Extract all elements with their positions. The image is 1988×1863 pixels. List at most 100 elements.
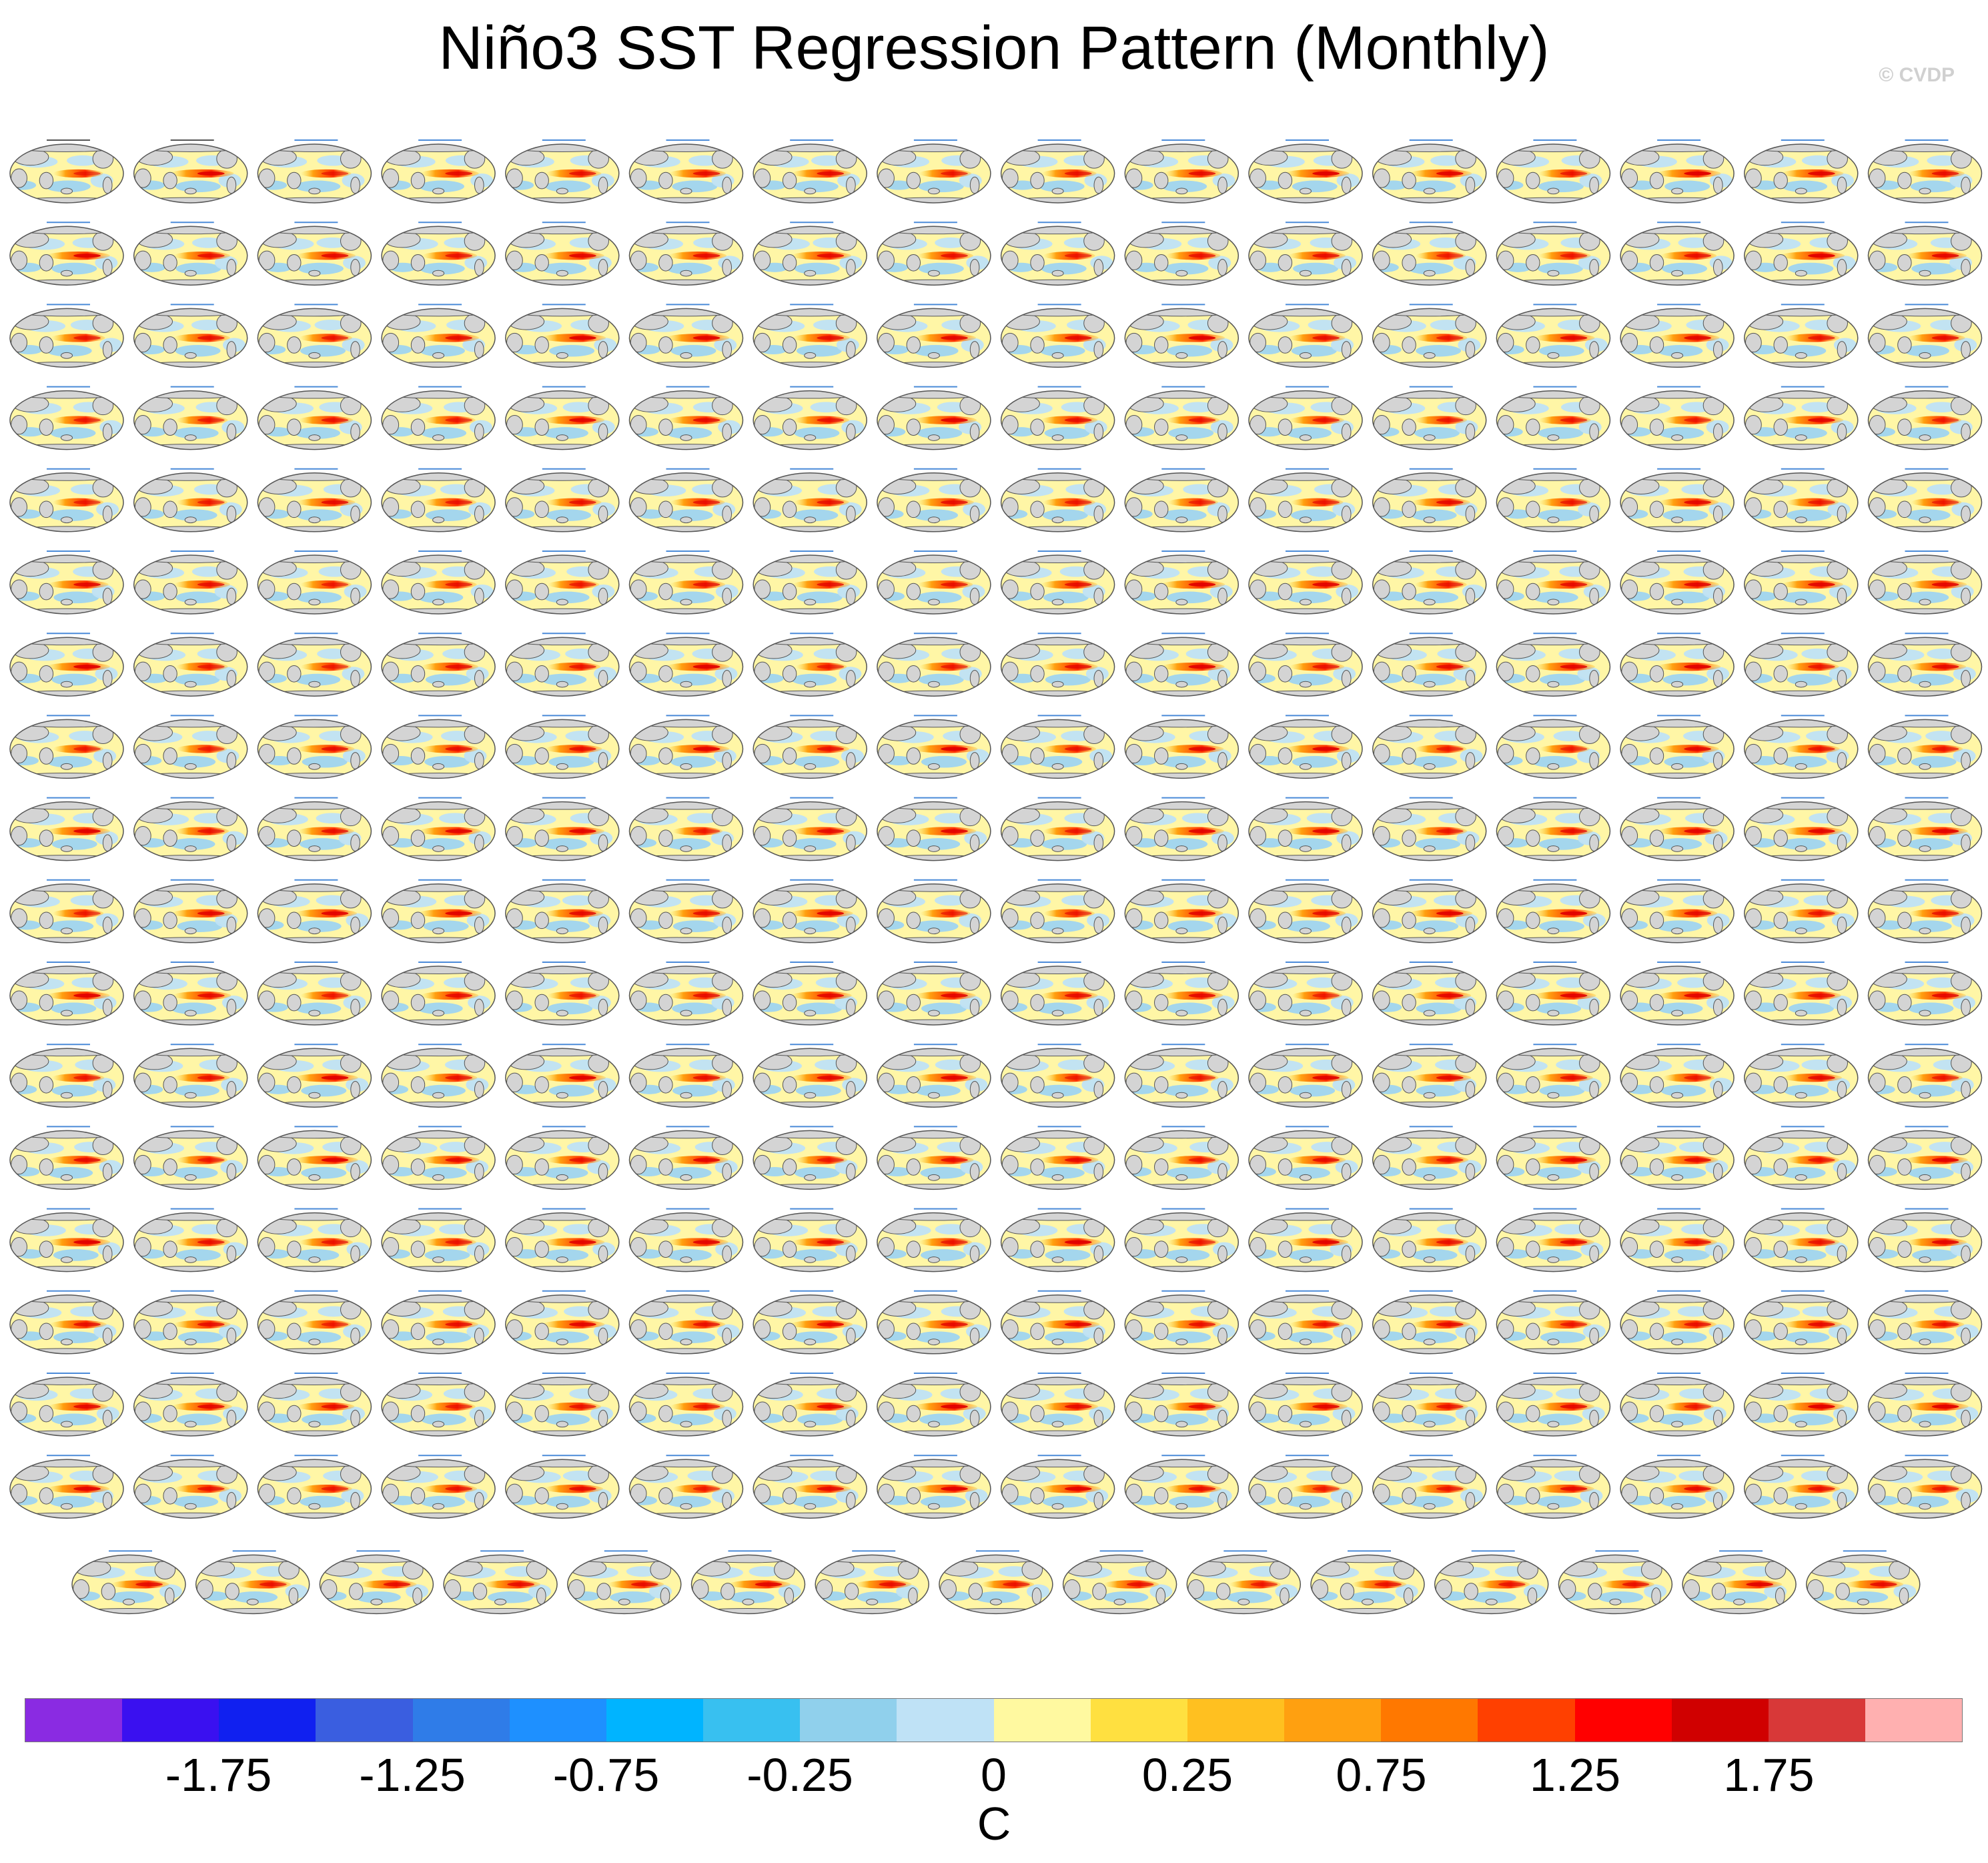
colorbar-swatch [316,1699,413,1742]
regression-map-panel [257,1455,372,1519]
regression-map-panel [1620,139,1734,204]
colorbar-swatch [1671,1699,1769,1742]
regression-map-panel [257,139,372,204]
regression-map-panel [1867,715,1983,779]
regression-map-panel [1867,962,1983,1026]
regression-map-panel [1000,962,1115,1026]
regression-map-panel [877,1290,991,1355]
cvdp-watermark: © CVDP [1879,64,1955,86]
regression-map-panel [9,222,124,286]
regression-map-panel [877,222,991,286]
regression-map-panel [1496,1290,1611,1355]
regression-map-panel [1124,386,1239,450]
colorbar-swatch [1768,1699,1865,1742]
regression-map-panel [753,879,867,944]
regression-map-panel [9,1455,124,1519]
regression-map-panel [1867,1455,1983,1519]
regression-map-panel [1744,1290,1859,1355]
regression-map-panel [1496,139,1611,204]
regression-map-panel [1000,550,1115,615]
regression-map-panel [9,797,124,861]
regression-map-panel [815,1550,929,1615]
regression-map-panel [133,468,248,532]
regression-map-panel [1124,797,1239,861]
regression-map-panel [628,1455,744,1519]
colorbar-tick-label: -0.75 [552,1749,660,1801]
colorbar-swatch [703,1699,801,1742]
regression-map-panel [9,1208,124,1272]
regression-map-panel [1496,1455,1611,1519]
regression-map-panel [1620,1126,1734,1190]
regression-map-panel [1496,550,1611,615]
colorbar-swatch [1478,1699,1575,1742]
colorbar [25,1698,1963,1742]
regression-map-panel [1000,386,1115,450]
regression-map-panel [1620,304,1734,368]
regression-map-panel [1248,468,1363,532]
regression-map-panel [753,222,867,286]
colorbar-tick-labels: -1.75 -1.25 -0.75 -0.25 0 0.25 0.75 1.25 1.75 [25,1748,1963,1808]
regression-map-panel [133,633,248,697]
regression-map-panel [1372,797,1487,861]
regression-map-panel [753,1290,867,1355]
regression-map-panel [1248,715,1363,779]
regression-map-panel [753,386,867,450]
regression-map-panel [1124,304,1239,368]
regression-map-panel [1000,468,1115,532]
regression-map-panel [1744,1455,1859,1519]
regression-map-panel [1620,222,1734,286]
regression-map-panel [1806,1550,1921,1615]
regression-map-panel [1186,1550,1302,1615]
regression-map-panel [1000,1290,1115,1355]
colorbar-swatch [25,1699,123,1742]
regression-map-panel [1000,633,1115,697]
regression-map-panel [1867,1126,1983,1190]
regression-map-panel [1496,386,1611,450]
regression-map-panel [877,715,991,779]
regression-map-panel [257,304,372,368]
regression-map-panel [9,1290,124,1355]
regression-map-panel [1867,879,1983,944]
regression-map-panel [1248,962,1363,1026]
regression-map-panel [505,797,620,861]
regression-map-panel [1248,1208,1363,1272]
regression-map-panel [877,386,991,450]
regression-map-panel [753,962,867,1026]
regression-map-panel [753,304,867,368]
regression-map-panel [1000,1373,1115,1437]
regression-map-panel [877,1455,991,1519]
regression-map-panel [505,304,620,368]
regression-map-panel [71,1550,186,1615]
regression-map-panel [133,1373,248,1437]
regression-map-panel [1248,1373,1363,1437]
regression-map-panel [9,304,124,368]
regression-map-panel [381,1290,496,1355]
regression-map-panel [257,715,372,779]
regression-map-panel [1496,1044,1611,1108]
regression-map-panel [505,1455,620,1519]
regression-map-panel [257,222,372,286]
regression-map-panel [1682,1550,1797,1615]
regression-map-panel [381,797,496,861]
regression-map-panel [133,386,248,450]
regression-map-panel [1372,1373,1487,1437]
regression-map-panel [9,715,124,779]
regression-map-panel [1248,222,1363,286]
regression-map-panel [443,1550,558,1615]
colorbar-tick-label: 1.75 [1723,1749,1815,1801]
regression-map-panel [381,1126,496,1190]
regression-map-panel [505,1126,620,1190]
regression-map-panel [1744,1208,1859,1272]
colorbar-swatch [1284,1699,1382,1742]
regression-map-panel [1372,386,1487,450]
regression-map-panel [1248,1455,1363,1519]
regression-map-panel [1248,304,1363,368]
regression-map-panel [1124,715,1239,779]
colorbar-swatch [1865,1699,1963,1742]
regression-map-panel [1124,139,1239,204]
regression-map-panel [257,1373,372,1437]
regression-map-panel [1248,139,1363,204]
colorbar-tick-label: 0.25 [1141,1749,1233,1801]
regression-map-panel [877,797,991,861]
colorbar-unit-label: C [977,1798,1011,1850]
